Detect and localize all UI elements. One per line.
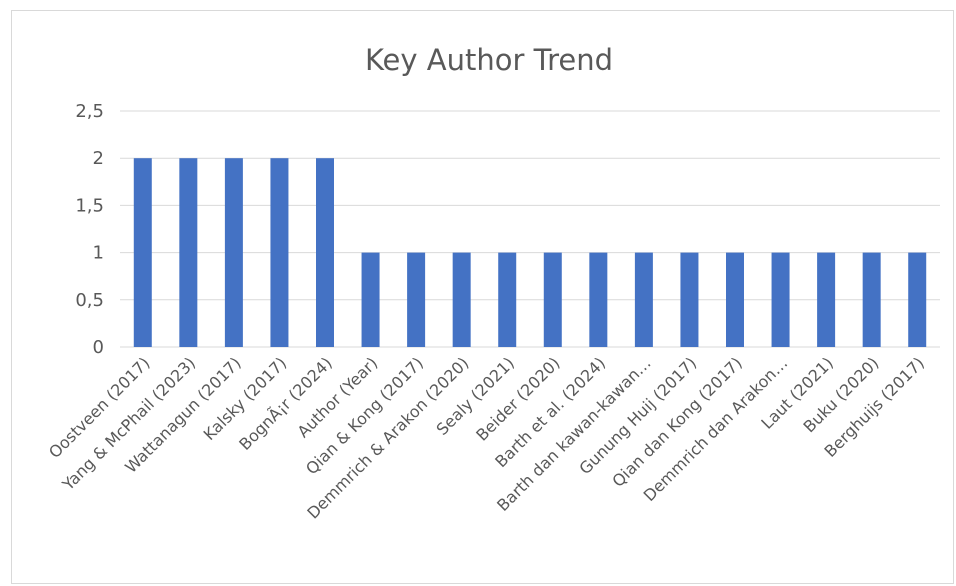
bar — [817, 252, 836, 347]
bar — [771, 252, 790, 347]
bar — [361, 252, 380, 347]
bar — [680, 252, 699, 347]
bar — [224, 158, 243, 347]
bar — [407, 252, 426, 347]
bar — [498, 252, 517, 347]
bar — [179, 158, 198, 347]
bars — [133, 158, 927, 347]
bar — [726, 252, 744, 347]
x-axis-ticks: Oostveen (2017)Yang & McPhail (2023)Watt… — [45, 353, 928, 522]
gridlines — [120, 110, 940, 348]
chart-frame: Key Author Trend 0 0,5 1 1,5 2 2,5 Oostveen (… — [11, 10, 954, 584]
bar — [543, 252, 562, 347]
y-axis-ticks: 0 0,5 1 1,5 2 2,5 — [75, 101, 104, 358]
y-tick-label: 1 — [93, 243, 104, 264]
bar — [908, 252, 927, 347]
y-tick-label: 2 — [93, 148, 104, 169]
chart-title: Key Author Trend — [365, 43, 613, 77]
y-tick-label: 2,5 — [75, 101, 104, 122]
bar — [634, 252, 653, 347]
bar — [589, 252, 608, 347]
bar — [316, 158, 334, 347]
y-tick-label: 0 — [93, 337, 104, 358]
y-tick-label: 0,5 — [75, 290, 104, 311]
bar — [270, 158, 289, 347]
bar-chart: Key Author Trend 0 0,5 1 1,5 2 2,5 Oostveen (… — [45, 43, 940, 523]
bar — [862, 252, 881, 347]
y-tick-label: 1,5 — [75, 195, 104, 216]
bar — [452, 252, 471, 347]
bar — [133, 158, 152, 347]
